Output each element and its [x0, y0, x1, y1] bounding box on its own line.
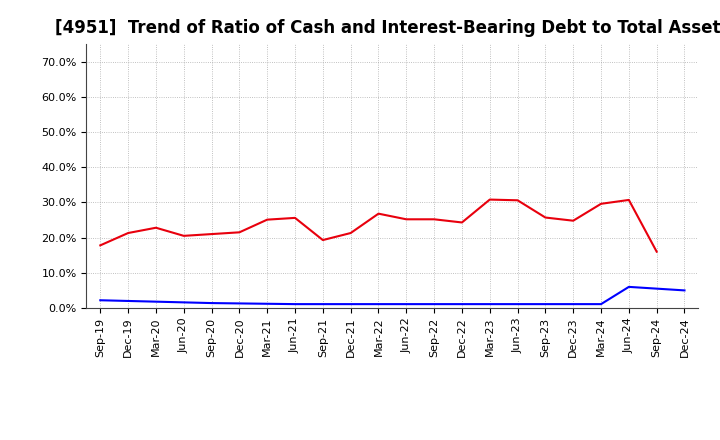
- Interest-Bearing Debt: [124, 298, 132, 304]
- Cash: [402, 216, 410, 222]
- Interest-Bearing Debt: [680, 288, 689, 293]
- Line: Cash: Cash: [100, 200, 657, 252]
- Cash: [263, 217, 271, 222]
- Interest-Bearing Debt: [652, 286, 661, 291]
- Cash: [652, 249, 661, 254]
- Interest-Bearing Debt: [263, 301, 271, 306]
- Cash: [346, 231, 355, 236]
- Cash: [374, 211, 383, 216]
- Cash: [513, 198, 522, 203]
- Cash: [485, 197, 494, 202]
- Interest-Bearing Debt: [207, 301, 216, 306]
- Cash: [430, 216, 438, 222]
- Interest-Bearing Debt: [374, 301, 383, 307]
- Interest-Bearing Debt: [96, 297, 104, 303]
- Cash: [318, 238, 327, 243]
- Cash: [179, 233, 188, 238]
- Interest-Bearing Debt: [569, 301, 577, 307]
- Interest-Bearing Debt: [624, 284, 633, 290]
- Interest-Bearing Debt: [402, 301, 410, 307]
- Cash: [569, 218, 577, 224]
- Cash: [124, 231, 132, 236]
- Cash: [597, 201, 606, 206]
- Title: [4951]  Trend of Ratio of Cash and Interest-Bearing Debt to Total Assets: [4951] Trend of Ratio of Cash and Intere…: [55, 19, 720, 37]
- Interest-Bearing Debt: [318, 301, 327, 307]
- Interest-Bearing Debt: [430, 301, 438, 307]
- Cash: [96, 243, 104, 248]
- Interest-Bearing Debt: [597, 301, 606, 307]
- Cash: [458, 220, 467, 225]
- Interest-Bearing Debt: [485, 301, 494, 307]
- Interest-Bearing Debt: [291, 301, 300, 307]
- Line: Interest-Bearing Debt: Interest-Bearing Debt: [100, 287, 685, 304]
- Cash: [624, 197, 633, 202]
- Interest-Bearing Debt: [235, 301, 243, 306]
- Interest-Bearing Debt: [152, 299, 161, 304]
- Interest-Bearing Debt: [513, 301, 522, 307]
- Cash: [541, 215, 550, 220]
- Cash: [207, 231, 216, 237]
- Cash: [235, 230, 243, 235]
- Cash: [291, 215, 300, 220]
- Interest-Bearing Debt: [346, 301, 355, 307]
- Cash: [152, 225, 161, 231]
- Interest-Bearing Debt: [179, 300, 188, 305]
- Interest-Bearing Debt: [541, 301, 550, 307]
- Interest-Bearing Debt: [458, 301, 467, 307]
